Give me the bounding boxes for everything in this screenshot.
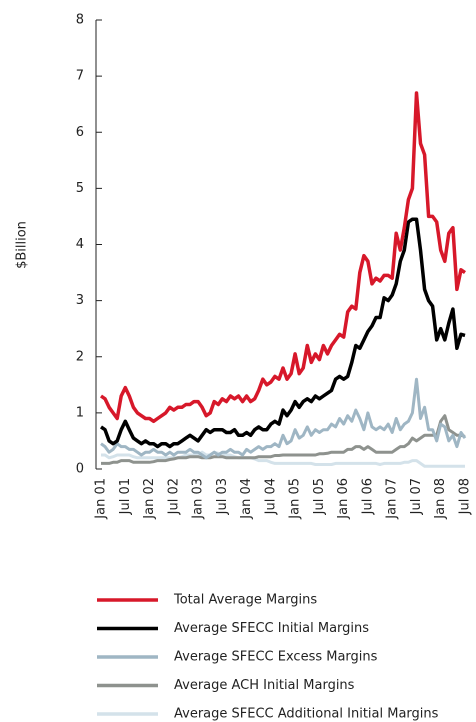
x-tick-label: Jan 06 [336, 478, 351, 520]
y-tick-label: 2 [76, 349, 84, 364]
y-tick-label: 4 [76, 237, 84, 252]
series-line [100, 377, 467, 460]
x-tick-label: Jan 01 [94, 478, 109, 520]
legend-label: Total Average Margins [173, 593, 317, 608]
x-tick-label: Jan 07 [385, 478, 400, 520]
x-tick-label: Jul 05 [312, 478, 327, 515]
x-tick-label: Jan 03 [191, 478, 206, 520]
y-tick-label: 1 [76, 405, 84, 420]
x-tick-label: Jan 02 [142, 478, 157, 520]
y-tick-label: 8 [76, 13, 84, 28]
x-tick-label: Jan 04 [239, 478, 254, 520]
series-line [101, 450, 465, 468]
series-line [101, 414, 466, 465]
y-tick-label: 6 [76, 125, 84, 140]
x-tick-label: Jul 01 [118, 478, 133, 515]
x-tick-label: Jul 03 [215, 478, 230, 515]
y-tick-label: 5 [76, 181, 84, 196]
legend-label: Average ACH Initial Margins [174, 678, 355, 693]
legend-label: Average SFECC Initial Margins [174, 621, 369, 636]
x-tick-label: Jul 08 [458, 478, 473, 515]
y-tick-label: 7 [76, 69, 84, 84]
x-tick-label: Jul 06 [360, 478, 375, 515]
x-tick-label: Jul 02 [166, 478, 181, 515]
x-tick-label: Jan 08 [433, 478, 448, 520]
legend-label: Average SFECC Additional Initial Margins [174, 707, 439, 722]
series-line [99, 91, 467, 424]
series-line [99, 217, 466, 449]
legend-label: Average SFECC Excess Margins [174, 650, 378, 665]
x-tick-label: Jul 07 [409, 478, 424, 515]
x-tick-label: Jan 05 [288, 478, 303, 520]
x-tick-label: Jul 04 [263, 478, 278, 515]
y-axis-label: $Billion [15, 221, 30, 269]
y-tick-label: 3 [76, 293, 84, 308]
y-tick-label: 0 [76, 462, 84, 477]
